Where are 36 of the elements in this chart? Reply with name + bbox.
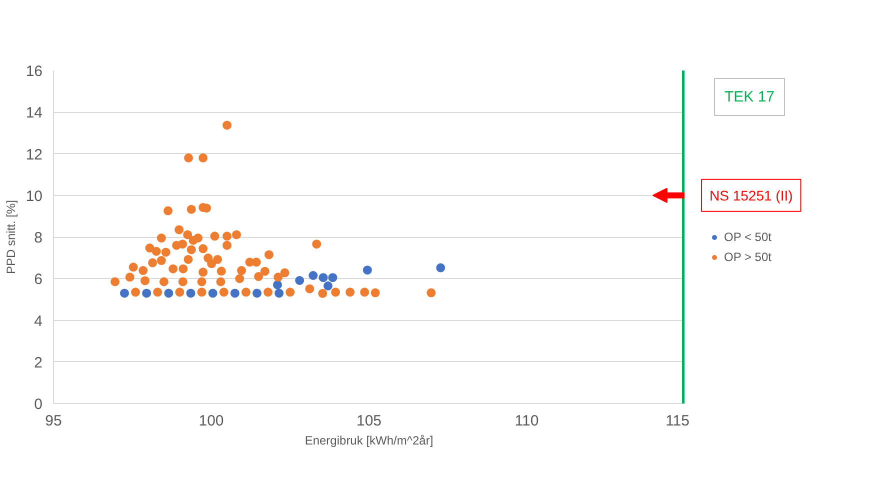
x-tick-label: 95 [45, 412, 62, 430]
y-tick-label: 6 [34, 271, 42, 288]
y-tick-label: 14 [26, 104, 43, 122]
point [252, 288, 262, 298]
y-tick-label: 10 [26, 188, 43, 205]
point [164, 288, 174, 298]
point [295, 276, 304, 285]
y-tick-label: 4 [34, 312, 42, 330]
point [436, 263, 446, 272]
y-axis-title: PPD snitt. [%] [4, 200, 18, 274]
point [323, 281, 332, 290]
x-axis-title: Energibruk [kWh/m^2år] [304, 434, 434, 448]
x-tick-label: 105 [356, 412, 382, 430]
point [230, 288, 240, 298]
legend-label: OP > 50t [724, 250, 772, 264]
point [142, 288, 152, 298]
point [308, 271, 318, 280]
y-tick-label: 8 [34, 230, 42, 246]
y-tick-label: 16 [26, 63, 43, 80]
y-tick-label: 0 [34, 396, 42, 413]
point [274, 288, 284, 298]
point [208, 288, 218, 298]
point [273, 280, 282, 290]
annotation: NS 15251 (II) [710, 187, 793, 204]
point [328, 273, 338, 282]
point [318, 273, 328, 282]
point [186, 288, 196, 298]
y-tick-label: 12 [26, 146, 43, 164]
legend-label: OP < 50t [724, 230, 772, 244]
ref-line-label: TEK 17 [724, 88, 775, 106]
y-tick-label: 2 [34, 354, 42, 372]
point [120, 288, 129, 298]
x-tick-label: 110 [514, 412, 539, 430]
x-tick-label: 100 [198, 412, 224, 430]
x-tick-label: 115 [666, 412, 690, 430]
point [362, 266, 372, 275]
